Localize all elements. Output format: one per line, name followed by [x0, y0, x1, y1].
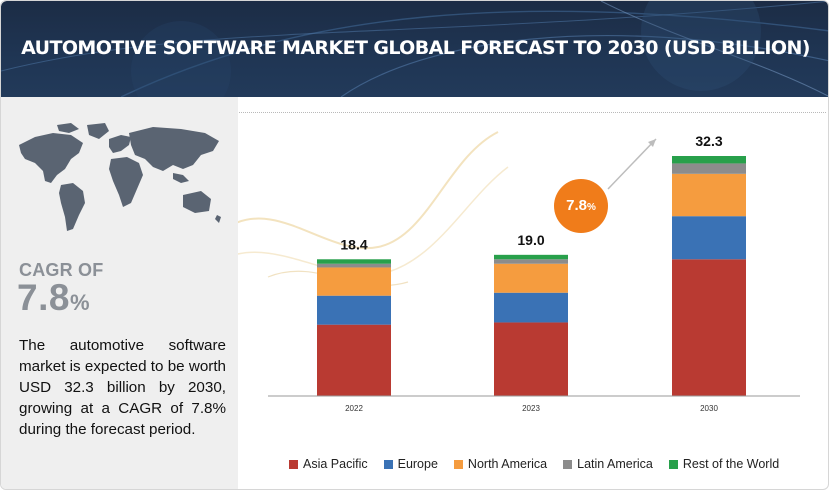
legend-swatch	[668, 459, 678, 469]
bar-segment-rest-of-world-2030	[672, 156, 746, 164]
header-banner: AUTOMOTIVE SOFTWARE MARKET GLOBAL FORECA…	[1, 1, 828, 97]
bar-segment-north-america-2022	[317, 267, 391, 296]
bar-segment-asia-pacific-2023	[494, 322, 568, 396]
legend-swatch	[383, 459, 393, 469]
cagr-value: 7.8%	[17, 277, 90, 319]
total-label-2022: 18.4	[340, 236, 367, 252]
x-tick-label-2023: 2023	[522, 404, 540, 413]
x-tick-label-2030: 2030	[700, 404, 718, 413]
bar-segment-north-america-2030	[672, 173, 746, 217]
left-panel: CAGR OF 7.8% The automotive software mar…	[1, 97, 238, 489]
legend-item-latin-america: Latin America	[563, 457, 653, 471]
bar-segment-latin-america-2022	[317, 263, 391, 268]
bubble-unit: %	[586, 202, 596, 213]
legend-item-asia-pacific: Asia Pacific	[289, 457, 368, 471]
growth-arrow-head	[648, 139, 656, 147]
legend-swatch	[453, 459, 463, 469]
legend-label: Europe	[397, 457, 438, 471]
bar-segment-asia-pacific-2022	[317, 324, 391, 396]
legend-item-north-america: North America	[453, 457, 548, 471]
total-label-2030: 32.3	[695, 133, 722, 149]
bar-segment-asia-pacific-2030	[672, 259, 746, 396]
bar-segment-latin-america-2030	[672, 163, 746, 174]
bar-groups: 18.4 2022 19.0 2023 32.3 2030	[317, 133, 746, 413]
legend-label: Latin America	[577, 457, 653, 471]
legend-item-europe: Europe	[383, 457, 438, 471]
legend-label: Rest of the World	[682, 457, 780, 471]
bar-segment-europe-2023	[494, 292, 568, 323]
divider-line	[31, 112, 826, 113]
cagr-label: CAGR OF	[19, 260, 104, 280]
header-light-trails	[1, 1, 828, 97]
x-tick-label-2022: 2022	[345, 404, 363, 413]
cagr-number: 7.8	[17, 277, 70, 318]
page-title: AUTOMOTIVE SOFTWARE MARKET GLOBAL FORECA…	[21, 37, 810, 59]
legend-swatch	[563, 459, 573, 469]
legend-label: Asia Pacific	[303, 457, 368, 471]
bar-segment-europe-2030	[672, 216, 746, 260]
market-description: The automotive software market is expect…	[19, 337, 226, 438]
legend-label: North America	[467, 457, 548, 471]
stacked-bar-chart: 18.4 2022 19.0 2023 32.3 2030	[238, 131, 800, 413]
world-map-icon	[19, 123, 221, 231]
total-label-2023: 19.0	[517, 232, 544, 248]
bubble-value: 7.8	[566, 197, 587, 214]
cagr-bubble: 7.8%	[554, 179, 608, 233]
legend-item-rest-of-world: Rest of the World	[668, 457, 780, 471]
cagr-unit: %	[69, 290, 90, 315]
bar-segment-rest-of-world-2022	[317, 259, 391, 264]
bar-segment-europe-2022	[317, 295, 391, 325]
growth-arrow-line	[607, 138, 657, 190]
chart-legend: Asia Pacific Europe North America Latin Ame…	[289, 457, 779, 471]
bar-segment-north-america-2023	[494, 263, 568, 293]
bar-segment-rest-of-world-2023	[494, 254, 568, 260]
legend-swatch	[289, 459, 298, 469]
bar-segment-latin-america-2023	[494, 259, 568, 264]
